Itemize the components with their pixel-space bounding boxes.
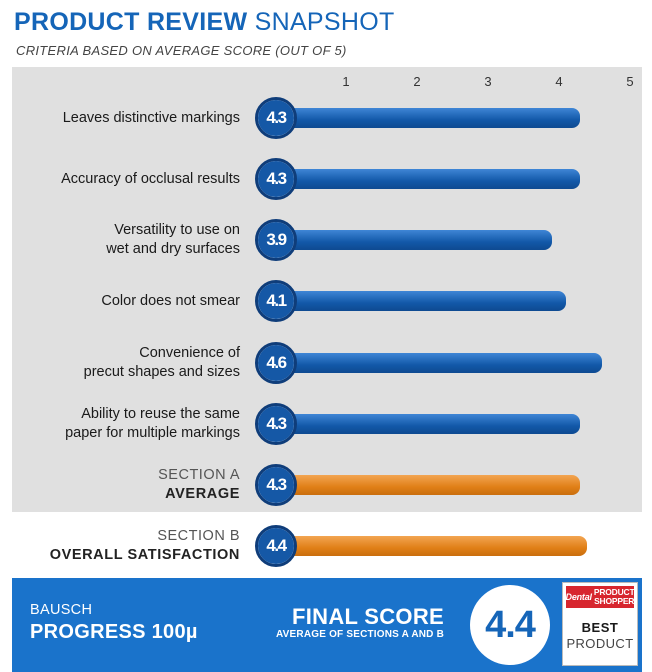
score-badge-value: 4.3 <box>258 161 294 197</box>
best-product-award: Dental PRODUCT SHOPPER BEST PRODUCT <box>562 582 638 666</box>
score-bar <box>276 536 588 556</box>
chart-subtitle: CRITERIA BASED ON AVERAGE SCORE (OUT OF … <box>16 43 347 58</box>
score-badge: 4.4 <box>255 525 297 567</box>
x-tick-label: 2 <box>413 74 421 89</box>
score-badge: 4.3 <box>255 464 297 506</box>
category-label-line2: OVERALL SATISFACTION <box>49 547 240 563</box>
score-bar <box>276 108 581 128</box>
category-label: Versatility to use on wet and dry surface… <box>106 221 240 259</box>
score-bar <box>276 230 552 250</box>
award-logo: Dental PRODUCT SHOPPER <box>565 586 635 608</box>
score-badge: 4.3 <box>255 403 297 445</box>
category-label-line1: Color does not smear <box>101 292 240 309</box>
category-label-line1: Leaves distinctive markings <box>62 109 240 126</box>
score-badge-value: 3.9 <box>258 222 294 258</box>
category-label: Convenience of precut shapes and sizes <box>84 344 240 382</box>
title-light: SNAPSHOT <box>254 8 395 36</box>
x-tick-label: 4 <box>555 74 563 89</box>
brand-name: BAUSCH <box>30 602 93 618</box>
category-label-line1: Convenience of <box>139 345 240 361</box>
score-badge: 4.6 <box>255 342 297 384</box>
score-badge-value: 4.1 <box>258 283 294 319</box>
score-badge: 3.9 <box>255 219 297 261</box>
category-label: Accuracy of occlusal results <box>61 170 240 189</box>
x-tick-label: 1 <box>342 74 350 89</box>
score-bar <box>276 353 602 373</box>
award-logo-title: PRODUCT SHOPPER <box>593 587 635 606</box>
award-product-text: PRODUCT <box>566 636 634 651</box>
category-label: Ability to reuse the same paper for multi… <box>65 405 240 443</box>
final-score-label: FINAL SCORE <box>291 604 444 629</box>
category-label-line2: wet and dry surfaces <box>106 241 240 257</box>
score-bar <box>276 291 567 311</box>
category-label-line1: Ability to reuse the same <box>81 406 240 422</box>
score-badge: 4.3 <box>255 97 297 139</box>
final-score-footer: BAUSCH PROGRESS 100µ FINAL SCORE AVERAGE… <box>12 578 642 672</box>
final-score-subtitle: AVERAGE OF SECTIONS A AND B <box>275 629 444 640</box>
score-bar <box>276 169 581 189</box>
score-badge: 4.1 <box>255 280 297 322</box>
product-name: PROGRESS 100µ <box>30 621 198 643</box>
criteria-panel <box>12 67 642 512</box>
award-best-text: BEST <box>581 620 619 635</box>
final-score-badge: 4.4 <box>470 585 550 665</box>
category-label: SECTION A AVERAGE <box>158 466 240 504</box>
category-label: Leaves distinctive markings <box>63 109 240 128</box>
category-label: SECTION B OVERALL SATISFACTION <box>50 527 240 565</box>
x-tick-label: 3 <box>484 74 492 89</box>
score-badge: 4.3 <box>255 158 297 200</box>
score-badge-value: 4.4 <box>258 528 294 564</box>
category-label-line2: AVERAGE <box>165 486 240 502</box>
score-badge-value: 4.3 <box>258 406 294 442</box>
award-logo-word: Dental <box>565 591 593 602</box>
category-label-line1: Accuracy of occlusal results <box>61 170 240 187</box>
category-label-line1: Versatility to use on <box>114 222 240 238</box>
score-bar <box>276 475 581 495</box>
category-label-line2: precut shapes and sizes <box>83 364 240 380</box>
page-title: PRODUCT REVIEW SNAPSHOT <box>14 8 395 37</box>
score-badge-value: 4.6 <box>258 345 294 381</box>
score-badge-value: 4.3 <box>258 100 294 136</box>
score-bar <box>276 414 581 434</box>
x-tick-label: 5 <box>626 74 634 89</box>
category-label: Color does not smear <box>101 292 240 311</box>
category-label-line2: paper for multiple markings <box>65 425 240 441</box>
category-label-line1: SECTION A <box>158 467 240 483</box>
title-bold: PRODUCT REVIEW <box>14 8 248 36</box>
category-label-line1: SECTION B <box>157 528 240 544</box>
score-badge-value: 4.3 <box>258 467 294 503</box>
